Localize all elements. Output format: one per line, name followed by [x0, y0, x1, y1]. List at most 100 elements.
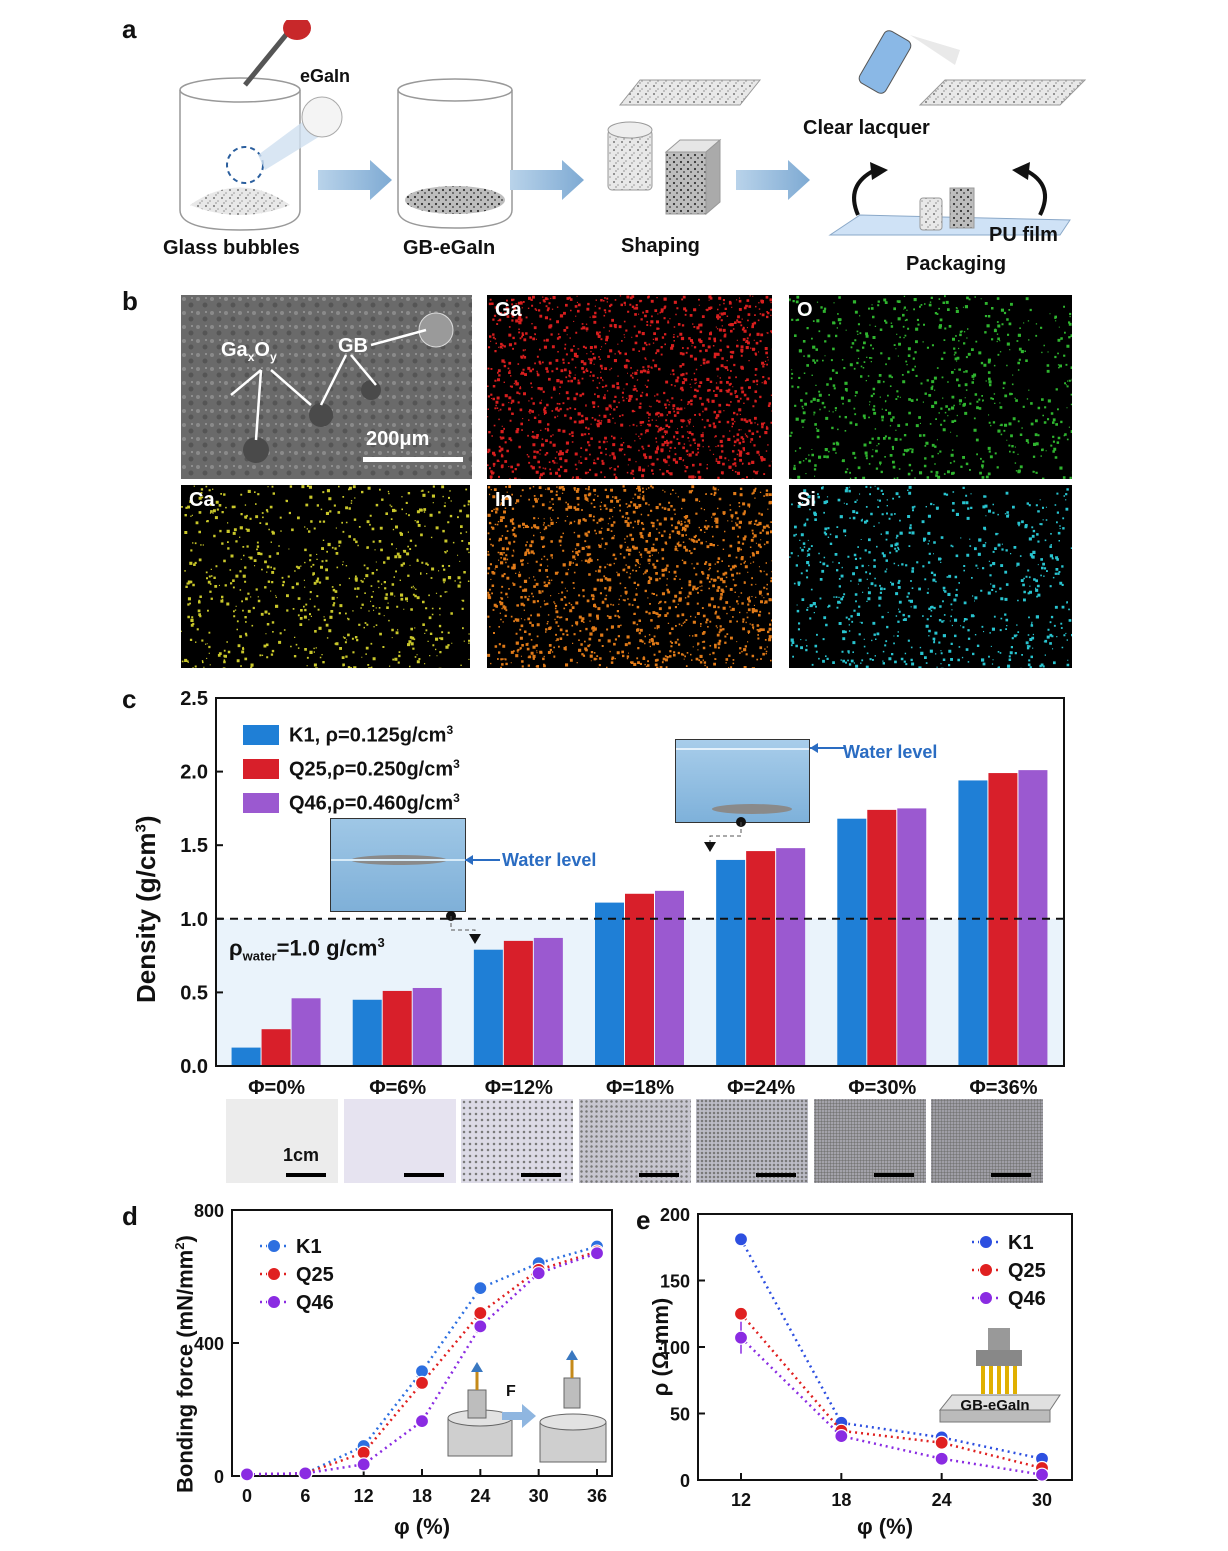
x-tick-label-c-6: Φ=36%	[969, 1077, 1037, 1099]
scale-bar	[991, 1173, 1031, 1177]
eds-map-o: O	[789, 295, 1072, 479]
step-label-packaging: Packaging	[906, 253, 1007, 275]
water-rho: ρ	[229, 935, 243, 961]
eds-map-si: Si	[789, 485, 1072, 668]
plot-frame-c	[215, 697, 1065, 1067]
force-label: F	[506, 1383, 516, 1400]
y-tick-label-c-5: 2.5	[180, 688, 208, 710]
arrow-1	[318, 160, 392, 200]
probe-pin-4	[1013, 1366, 1017, 1394]
eds-label-si: Si	[797, 489, 816, 511]
legend-swatch-q46	[243, 793, 279, 813]
legend-c-item-k1: K1, ρ=0.125g/cm3	[243, 718, 460, 752]
bar-q25-3	[625, 893, 654, 1066]
probe-pin-3	[1005, 1366, 1009, 1394]
bar-q46-3	[655, 890, 684, 1066]
sample-photo-3	[578, 1099, 691, 1183]
panel-label-e: e	[636, 1205, 651, 1235]
eds-speckle	[487, 295, 772, 479]
bar-q46-5	[897, 808, 927, 1066]
up-arrow-2	[566, 1350, 578, 1360]
arrow-3	[736, 160, 810, 200]
x-tick-label-d-2: 12	[354, 1486, 374, 1506]
density-ylabel-end: )	[131, 815, 161, 825]
pin-2	[563, 1377, 581, 1409]
sem-label-gaxoy: Ga	[221, 339, 248, 361]
scale-bar	[521, 1173, 561, 1177]
sample-photo-1	[343, 1099, 456, 1183]
probe-pin-2	[997, 1366, 1001, 1394]
legend-c-item-q25: Q25,ρ=0.250g/cm3	[243, 752, 460, 786]
eds-speckle	[789, 295, 1072, 479]
legend-label-q46: Q46	[1008, 1288, 1046, 1310]
legend-swatch-k1	[243, 725, 279, 745]
bonding-ylabel-text: Bonding force (mN/mm	[172, 1249, 198, 1493]
panel-label-a: a	[122, 14, 137, 44]
sem-scale-label: 200μm	[366, 428, 430, 450]
legend-label-q25: Q25,ρ=0.250g/cm	[289, 758, 454, 781]
eds-speckle	[181, 485, 470, 668]
density-bar-chart: Φ=0% Φ=6% Φ=12% Φ=18% Φ=24% Φ=30% Φ=36% 0.0 0.5 1…	[180, 688, 1065, 1099]
bar-q25-1	[382, 990, 412, 1066]
water-value: =1.0 g/cm	[276, 935, 378, 961]
sample-photo-0	[226, 1099, 338, 1183]
series-line-q46	[740, 1336, 1043, 1476]
sample-photo-5	[813, 1099, 926, 1183]
point-q25-4	[473, 1305, 488, 1321]
eds-map-ga: Ga	[487, 295, 772, 479]
eds-dots	[789, 485, 1072, 668]
y-tick-label-c-4: 2.0	[180, 762, 208, 784]
sample-photo-2	[461, 1099, 573, 1183]
legend-swatch-q25	[243, 759, 279, 779]
y-tick-label-c-0: 0.0	[180, 1056, 208, 1078]
bar-k1-2	[473, 949, 503, 1066]
legend-sup-q25: 3	[453, 756, 460, 771]
water-sub: water	[242, 948, 277, 964]
x-tick-label-d-0: 0	[242, 1486, 252, 1506]
bonding-force-chart: 0 400 800 0 6 12 18 24 30 36 K1 Q25 Q46 φ (%) F	[194, 1201, 613, 1539]
clear-lacquer-label: Clear lacquer	[803, 117, 930, 139]
scale-bar	[756, 1173, 796, 1177]
process-schematic: eGaIn	[179, 20, 1087, 236]
bar-q25-0	[261, 1029, 291, 1066]
series-line-q25	[740, 1312, 1043, 1470]
bar-q46-1	[412, 987, 442, 1066]
density-y-axis-label: Density (g/cm3)	[131, 815, 162, 1003]
legend-label-q46: Q46,ρ=0.460g/cm	[289, 792, 454, 815]
water-level-annotations	[446, 743, 845, 944]
x-tick-label-d-6: 36	[587, 1486, 607, 1506]
bar-q25-5	[867, 809, 897, 1066]
lacquer-film	[918, 79, 1087, 106]
x-tick-label-e-0: 12	[731, 1490, 751, 1510]
y-tick-label-c-2: 1.0	[180, 909, 208, 931]
legend-marker-q25	[267, 1267, 281, 1281]
point-k1-4	[473, 1281, 488, 1296]
sem-label-x: x	[247, 350, 255, 364]
legend-label-k1: K1, ρ=0.125g/cm	[289, 724, 447, 747]
point-q25-2	[934, 1435, 949, 1450]
legend-c: K1, ρ=0.125g/cm3 Q25,ρ=0.250g/cm3 Q46,ρ=…	[243, 718, 460, 820]
x-tick-label-c-5: Φ=30%	[848, 1077, 916, 1099]
eds-speckle	[487, 485, 772, 668]
bar-q25-2	[503, 940, 533, 1066]
legend-marker-q46	[979, 1291, 993, 1305]
bar-k1-3	[595, 902, 624, 1066]
bar-q25-4	[746, 851, 776, 1066]
sem-label-y: y	[269, 350, 277, 364]
legend-sup-k1: 3	[446, 722, 454, 737]
y-tick-label-c-3: 1.5	[180, 835, 208, 857]
y-tick-label-e-2: 100	[660, 1338, 690, 1358]
point-q25-3	[414, 1375, 430, 1390]
panel-label-b: b	[122, 286, 138, 316]
x-tick-label-c-3: Φ=18%	[606, 1077, 674, 1099]
x-tick-label-d-3: 18	[412, 1486, 432, 1506]
eds-map-ca: Ca	[181, 485, 470, 668]
series-line-k1	[739, 1238, 1043, 1460]
spray-can-icon	[858, 30, 960, 94]
eds-background	[487, 295, 772, 479]
legend-label-k1: K1	[296, 1236, 322, 1258]
x-tick-label-d-5: 30	[529, 1486, 549, 1506]
eds-dots	[487, 485, 772, 668]
point-q46-0	[733, 1330, 749, 1345]
bar-k1-1	[352, 999, 382, 1066]
